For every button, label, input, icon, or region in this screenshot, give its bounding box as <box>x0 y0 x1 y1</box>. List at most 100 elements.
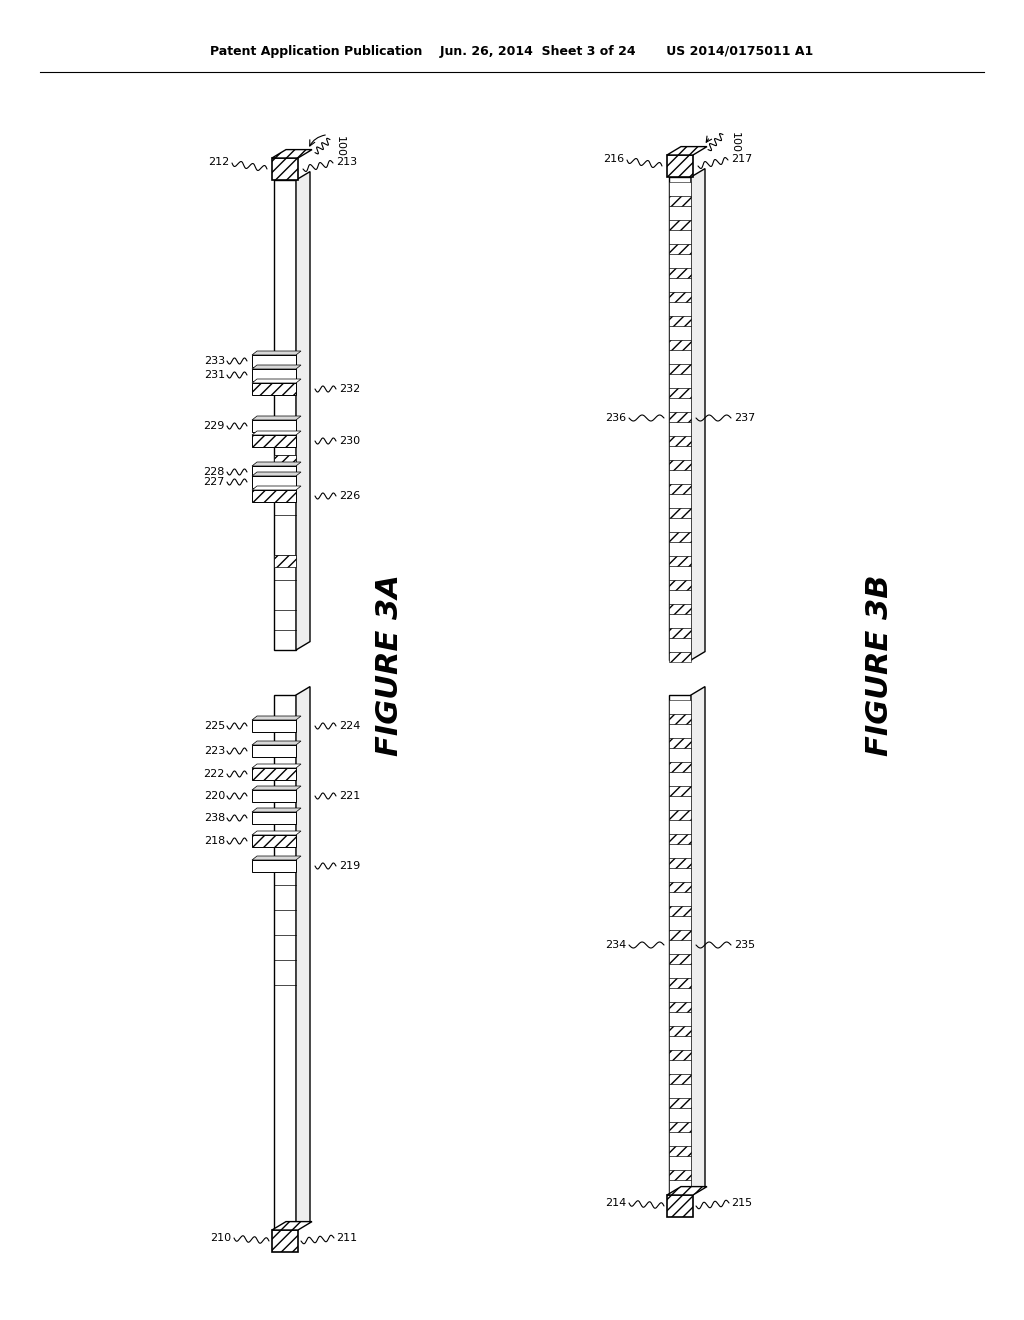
Bar <box>669 350 691 364</box>
Bar <box>669 785 691 796</box>
Bar <box>669 364 691 374</box>
Text: 230: 230 <box>339 436 360 446</box>
Bar <box>669 762 691 772</box>
Text: FIGURE 3B: FIGURE 3B <box>865 574 895 756</box>
Bar <box>669 508 691 517</box>
Polygon shape <box>252 366 301 370</box>
Bar <box>669 446 691 459</box>
Text: 213: 213 <box>336 157 357 168</box>
Bar <box>669 1012 691 1026</box>
Polygon shape <box>252 764 301 768</box>
Bar <box>669 532 691 543</box>
Text: 229: 229 <box>204 421 225 432</box>
Text: FIGURE 3A: FIGURE 3A <box>376 574 404 756</box>
Text: 231: 231 <box>204 370 225 380</box>
Bar <box>252 812 296 824</box>
Bar <box>669 820 691 834</box>
Text: 238: 238 <box>204 813 225 822</box>
Bar <box>669 279 691 292</box>
Bar <box>669 315 691 326</box>
Text: 211: 211 <box>336 1233 357 1243</box>
Polygon shape <box>691 686 705 1195</box>
Bar <box>669 470 691 484</box>
Text: 214: 214 <box>605 1199 626 1208</box>
Polygon shape <box>252 486 301 490</box>
Polygon shape <box>252 432 301 436</box>
Bar <box>274 455 296 467</box>
Text: 225: 225 <box>204 721 225 731</box>
Bar <box>669 858 691 869</box>
Bar <box>669 1133 691 1146</box>
Bar <box>669 459 691 470</box>
Bar <box>669 696 691 1195</box>
Bar <box>669 1195 691 1204</box>
Text: 226: 226 <box>339 491 360 502</box>
Bar <box>274 696 296 1230</box>
Polygon shape <box>667 147 707 154</box>
Bar <box>669 230 691 244</box>
Bar <box>669 1107 691 1122</box>
Bar <box>669 1146 691 1156</box>
Text: 210: 210 <box>210 1233 231 1243</box>
Bar <box>252 744 296 756</box>
Bar <box>669 940 691 954</box>
Bar <box>667 1195 693 1217</box>
Bar <box>669 195 691 206</box>
Text: 224: 224 <box>339 721 360 731</box>
Text: 234: 234 <box>605 940 626 950</box>
Bar <box>272 1230 298 1251</box>
Bar <box>669 412 691 422</box>
Bar <box>669 1074 691 1084</box>
Bar <box>669 1180 691 1195</box>
Bar <box>669 326 691 341</box>
Text: 215: 215 <box>731 1199 752 1208</box>
Text: 235: 235 <box>734 940 755 950</box>
Bar <box>669 1049 691 1060</box>
Bar <box>252 383 296 395</box>
Bar <box>669 869 691 882</box>
Bar <box>669 748 691 762</box>
Polygon shape <box>252 379 301 383</box>
Bar <box>669 882 691 892</box>
Text: 223: 223 <box>204 746 225 756</box>
Text: 227: 227 <box>204 477 225 487</box>
Bar <box>667 154 693 177</box>
Bar <box>669 987 691 1002</box>
Polygon shape <box>252 832 301 836</box>
Bar <box>669 206 691 220</box>
Polygon shape <box>252 741 301 744</box>
Text: 228: 228 <box>204 467 225 477</box>
Bar <box>669 590 691 605</box>
Bar <box>669 772 691 785</box>
Text: 212: 212 <box>208 157 229 168</box>
Polygon shape <box>252 416 301 420</box>
Bar <box>669 738 691 748</box>
Bar <box>669 796 691 810</box>
Bar <box>669 422 691 436</box>
Bar <box>669 906 691 916</box>
Bar <box>669 1170 691 1180</box>
Bar <box>669 1036 691 1049</box>
Bar <box>669 517 691 532</box>
Bar <box>252 861 296 873</box>
Bar <box>669 700 691 714</box>
Text: 233: 233 <box>204 356 225 366</box>
Bar <box>669 954 691 964</box>
Bar <box>669 652 691 663</box>
Bar <box>252 490 296 502</box>
Bar <box>252 789 296 803</box>
Text: Patent Application Publication    Jun. 26, 2014  Sheet 3 of 24       US 2014/017: Patent Application Publication Jun. 26, … <box>210 45 814 58</box>
Text: 220: 220 <box>204 791 225 801</box>
Polygon shape <box>667 1187 707 1195</box>
Text: 216: 216 <box>603 154 624 164</box>
Bar <box>669 723 691 738</box>
Bar <box>669 714 691 723</box>
Polygon shape <box>252 351 301 355</box>
Bar <box>669 1060 691 1074</box>
Bar <box>669 484 691 494</box>
Text: 236: 236 <box>605 413 626 422</box>
Bar <box>669 244 691 253</box>
Bar <box>669 916 691 931</box>
Bar <box>274 375 296 387</box>
Bar <box>669 605 691 614</box>
